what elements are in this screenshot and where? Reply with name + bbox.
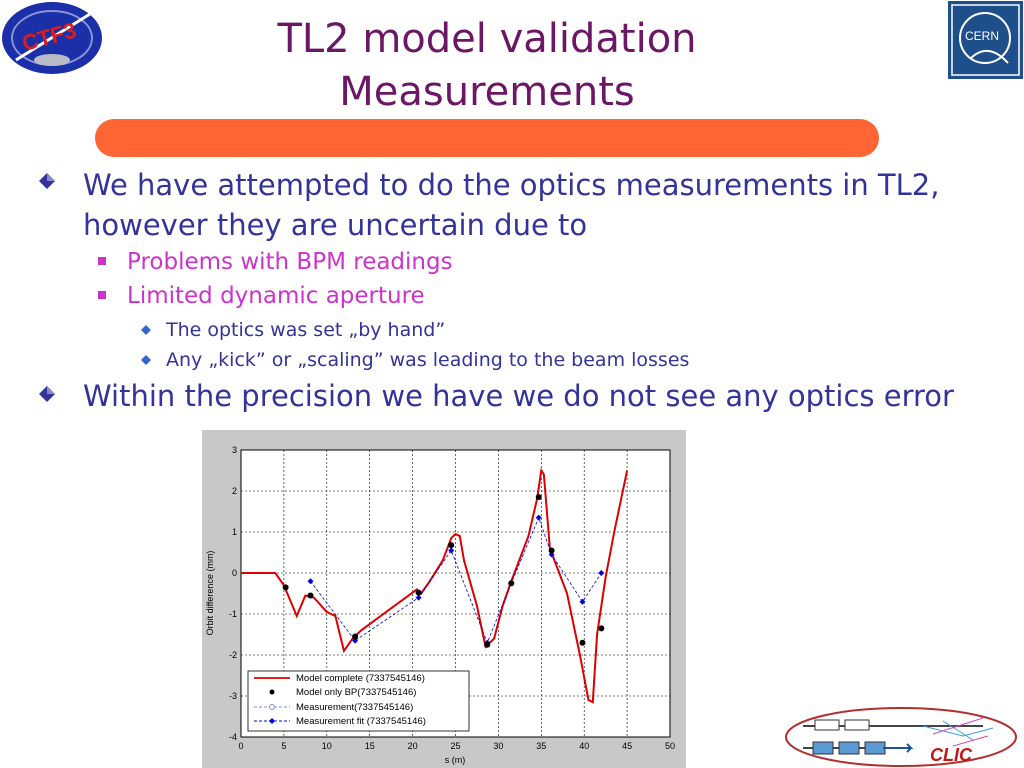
ctf3-logo: CTF3 [2,2,102,74]
model-bp-point [415,589,422,596]
title-accent-bar [95,119,879,157]
y-axis-label: Orbit difference (mm) [205,551,215,636]
bullet-level1-text: We have attempted to do the optics measu… [83,168,940,242]
small-diamond-bullet-icon [141,325,151,335]
y-tick-label: 2 [232,486,237,496]
bullet-level2-text: Limited dynamic aperture [127,283,425,309]
cern-logo-text: CERN [965,29,999,43]
measurement-fit-line [310,516,602,644]
y-tick-label: 1 [232,527,237,537]
model-bp-point [579,639,586,646]
measurement-fit-point [307,578,314,585]
measurement-fit-point [415,594,422,601]
bullet-level3-text: The optics was set „by hand” [166,319,446,341]
model-bp-point [352,633,359,640]
measurement-fit-point [448,547,455,554]
model-bp-point [448,542,455,549]
x-tick-label: 45 [622,741,632,751]
legend-entry: Measurement(7337545146) [296,702,413,713]
x-tick-label: 0 [238,741,243,751]
measurement-fit-point [598,570,605,576]
chart-legend: Model complete (7337545146) Model only B… [247,670,470,732]
legend-entry: Measurement fit (7337545146) [296,716,426,727]
slide-title: TL2 model validation [277,16,697,62]
x-tick-label: 25 [450,741,460,751]
clic-logo-text: CLIC [930,745,973,765]
x-tick-label: 5 [281,741,286,751]
x-tick-label: 10 [322,741,332,751]
y-tick-label: -1 [229,609,237,619]
model-bp-point [307,592,314,599]
diamond-bullet-icon [39,386,55,402]
square-bullet-icon [98,257,106,265]
measurement-fit-point [548,551,555,558]
y-tick-label: -2 [229,650,237,660]
measurement-fit-point [535,514,542,521]
square-bullet-icon [98,291,106,299]
y-tick-label: 3 [232,445,237,455]
legend-entry: Model only BP(7337545146) [296,687,416,698]
x-tick-label: 30 [493,741,503,751]
model-bp-point [548,547,555,554]
model-bp-point [535,494,542,501]
x-tick-label: 40 [579,741,589,751]
model-bp-point [484,641,491,648]
bullet-level2-text: Problems with BPM readings [127,249,453,275]
model-bp-point [598,625,605,632]
cern-logo: CERN [948,1,1023,79]
x-tick-label: 20 [408,741,418,751]
small-diamond-bullet-icon [141,355,151,365]
model-bp-point [508,580,515,587]
measurement-fit-point [352,637,359,644]
clic-logo: CLIC [785,707,1017,767]
diamond-bullet-icon [39,173,55,189]
legend-entry: Model complete (7337545146) [296,673,425,684]
measurement-fit-point [579,598,586,605]
bullet-level1-text: Within the precision we have we do not s… [83,379,954,413]
x-tick-label: 15 [365,741,375,751]
y-tick-label: 0 [232,568,237,578]
x-axis-label: s (m) [445,755,466,765]
x-tick-label: 35 [536,741,546,751]
slide-subtitle: Measurements [339,69,635,115]
bullet-level3-text: Any „kick” or „scaling” was leading to t… [166,349,690,371]
model-bp-point [282,584,289,591]
model-complete-line [241,467,629,704]
x-tick-label: 50 [665,741,675,751]
y-tick-label: -3 [229,691,237,701]
y-tick-label: -4 [229,732,237,742]
